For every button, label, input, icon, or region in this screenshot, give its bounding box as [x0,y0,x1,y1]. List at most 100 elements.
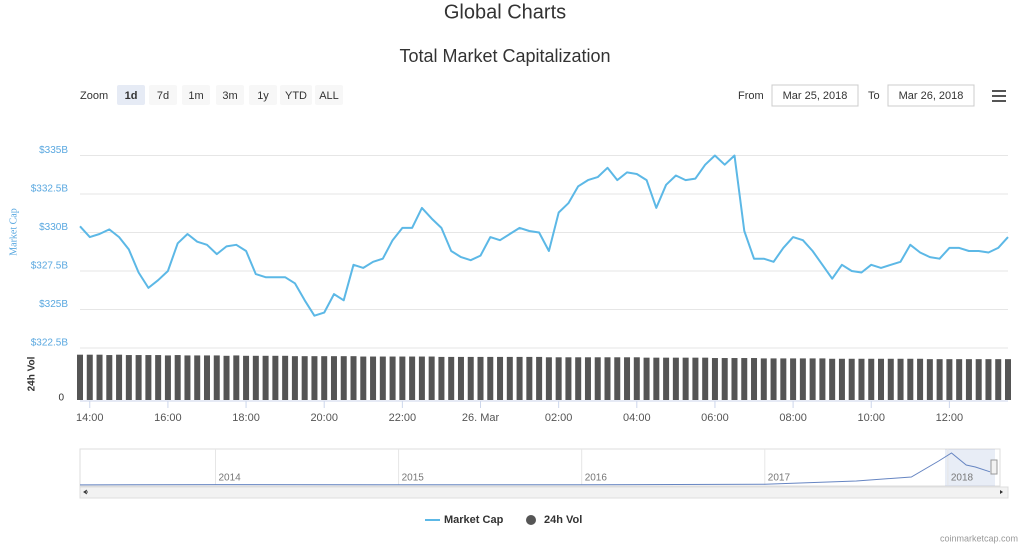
zoom-button[interactable] [149,85,177,105]
credit: coinmarketcap.com [940,533,1018,543]
volume-bar [321,356,328,400]
navigator-frame [79,448,1001,487]
volume-bar [985,359,992,400]
legend-marker[interactable] [526,515,536,525]
y-tick-label: $335B [39,145,68,156]
volume-bar [956,359,963,400]
volume-bar [614,357,621,400]
volume-bar [330,356,337,400]
x-tick-label: 04:00 [623,412,651,424]
volume-bar [868,358,875,400]
volume-bar [604,357,611,400]
volume-bar [448,356,455,400]
volume-bar [741,358,748,400]
volume-bar [164,355,171,400]
volume-bar [155,355,162,400]
navigator-tick-label: 2016 [585,473,608,484]
volume-bar [233,355,240,400]
volume-bar [86,354,93,400]
zoom-button[interactable] [117,85,145,105]
navigator-tick-label: 2017 [768,473,791,484]
x-tick-label: 20:00 [310,412,338,424]
to-input[interactable] [887,84,975,107]
volume-bar [536,356,543,400]
volume-bar [594,357,601,400]
zoom-button[interactable] [249,85,277,105]
zoom-button-label[interactable]: 1y [257,90,269,102]
zoom-button-label[interactable]: ALL [319,90,339,102]
volume-bar [457,356,464,400]
zoom-button[interactable] [216,85,244,105]
volume-bar [936,359,943,400]
volume-bar [379,356,386,400]
zoom-button-label[interactable]: 1d [125,90,138,102]
volume-bar [243,355,250,400]
y-tick-label: $330B [39,222,68,233]
zoom-button[interactable] [182,85,210,105]
legend-label[interactable]: Market Cap [444,514,504,526]
volume-bar [487,356,494,400]
y-tick-label: $322.5B [31,338,69,349]
volume-bar [917,358,924,400]
volume-bar [477,356,484,400]
y2-tick-label: 0 [58,393,64,404]
menu-button[interactable] [992,90,1006,102]
volume-bar [848,358,855,400]
scrollbar[interactable] [79,486,1009,499]
to-value[interactable]: Mar 26, 2018 [899,90,964,102]
from-input[interactable] [771,84,859,107]
volume-bar [692,357,699,400]
volume-bar [370,356,377,400]
volume-bar [409,356,416,400]
volume-bar [799,358,806,400]
volume-bar [223,355,230,400]
volume-bar [291,356,298,400]
x-tick-label: 22:00 [389,412,417,424]
navigator-selection[interactable] [945,449,995,486]
zoom-button-label[interactable]: YTD [285,90,307,102]
volume-bar [624,357,631,400]
from-value[interactable]: Mar 25, 2018 [783,90,848,102]
navigator-tick-label: 2018 [951,473,974,484]
x-tick-label: 08:00 [779,412,807,424]
volume-bar [682,357,689,400]
volume-bar [751,358,758,400]
volume-bar [340,356,347,400]
to-label: To [868,90,880,102]
from-label: From [738,90,764,102]
navigator-tick-label: 2015 [402,473,425,484]
zoom-button-label[interactable]: 7d [157,90,169,102]
volume-bar [506,356,513,400]
volume-bar [653,357,660,400]
volume-bar [203,355,210,400]
volume-bar [575,357,582,400]
volume-bar [350,356,357,400]
volume-bar [174,355,181,400]
volume-bar [731,358,738,400]
volume-bar [926,359,933,400]
volume-bar [252,355,259,400]
navigator-handle[interactable] [990,459,998,475]
volume-bar [946,359,953,400]
volume-bar [584,357,591,400]
zoom-button-label[interactable]: 1m [188,90,203,102]
volume-bar [1005,359,1011,400]
x-tick-label: 14:00 [76,412,104,424]
zoom-button-label[interactable]: 3m [222,90,237,102]
volume-bar [907,358,914,400]
volume-bar [311,356,318,400]
volume-bar [418,356,425,400]
y2-axis-title: 24h Vol [27,356,38,391]
navigator-tick-label: 2014 [218,473,241,484]
volume-bar [965,359,972,400]
volume-bar [897,358,904,400]
legend-label[interactable]: 24h Vol [544,514,582,526]
x-tick-label: 10:00 [857,412,885,424]
volume-bar [545,357,552,400]
scroll-left[interactable] [83,489,88,495]
zoom-button[interactable] [315,85,343,105]
zoom-button[interactable] [280,85,312,105]
scroll-right[interactable] [1000,490,1003,494]
volume-bar [780,358,787,400]
